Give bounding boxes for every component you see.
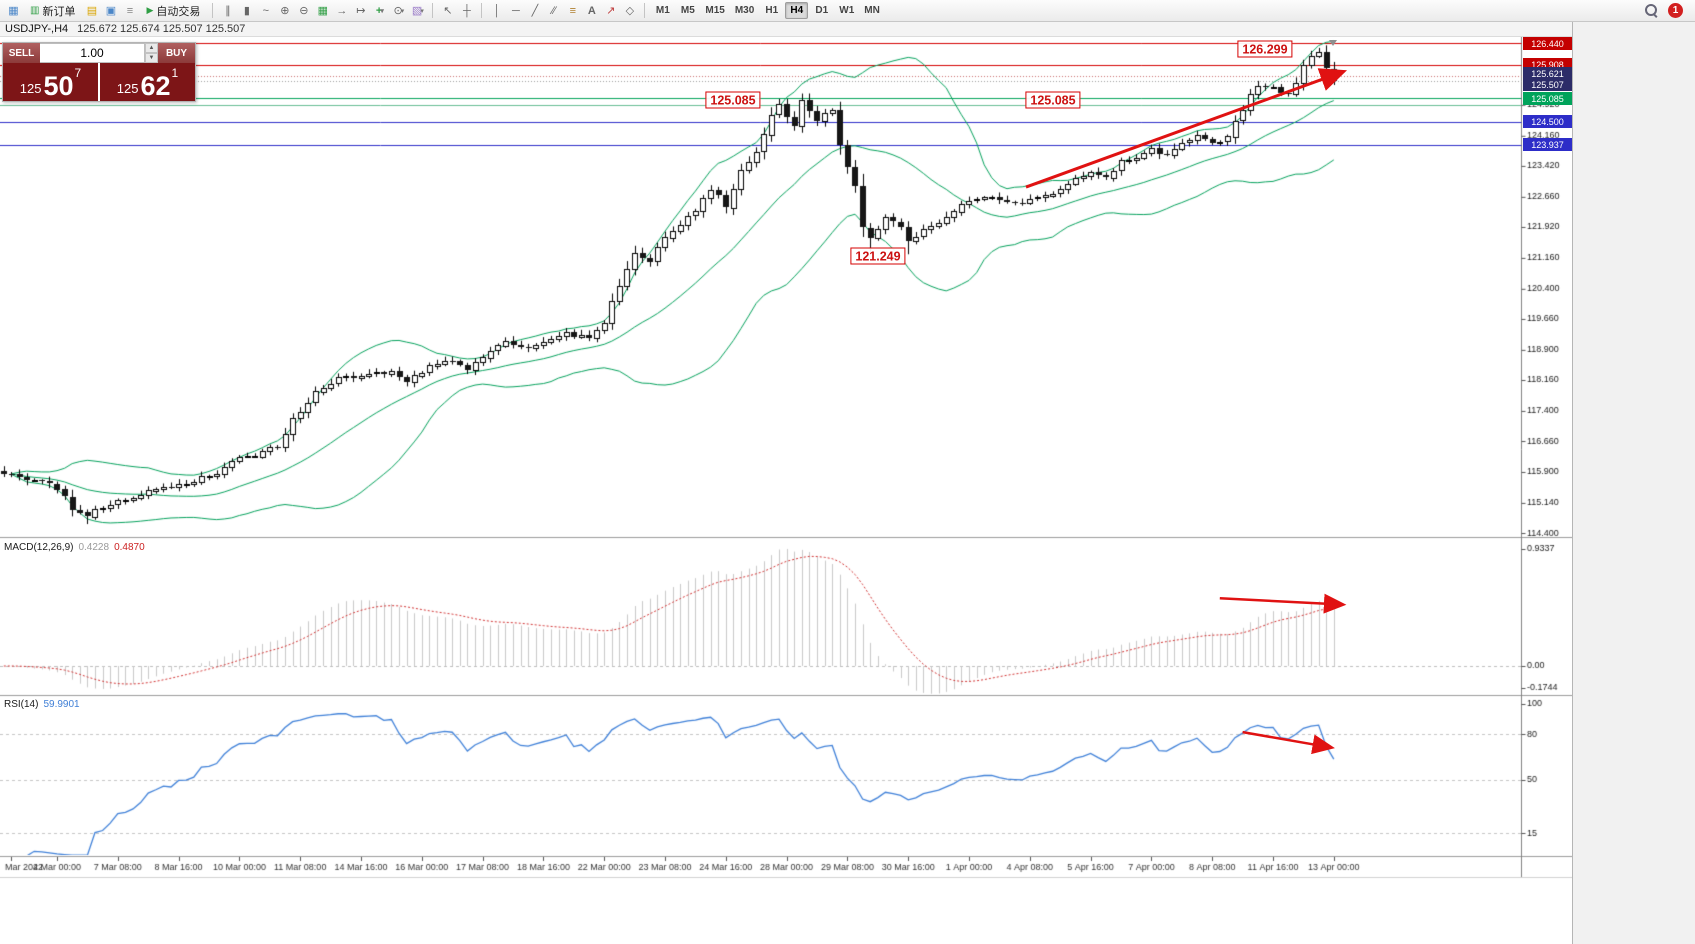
chart-titlebar: USDJPY-,H4 125.672 125.674 125.507 125.5… xyxy=(0,22,1572,37)
navigator-icon[interactable]: ≡ xyxy=(126,4,134,17)
candlestick-icon[interactable]: ▮ xyxy=(243,5,250,17)
volume-input[interactable]: 1.00 xyxy=(40,43,145,63)
sell-price-prefix: 125 xyxy=(19,81,42,96)
sell-price-sup: 7 xyxy=(74,66,82,80)
workspace-background xyxy=(1572,22,1695,944)
chart-window-icon[interactable]: ▦ xyxy=(8,5,19,17)
price-tag: 125.085 xyxy=(1523,92,1572,105)
toolbar: ▦ ▥ 新订单 ▤ ▣ ≡ ▶ 自动交易 ∥ ▮ ~ ⊕ ⊖ ▦ → ↦ + ▾ … xyxy=(0,0,1695,22)
tf-w1[interactable]: W1 xyxy=(839,5,855,16)
sell-price-big: 50 xyxy=(43,71,74,102)
buy-price-big: 62 xyxy=(140,71,171,102)
indicators-button[interactable]: + ▾ xyxy=(370,2,389,20)
auto-scroll-icon[interactable]: → xyxy=(336,4,348,17)
cursor-icon[interactable]: ↖ xyxy=(443,5,453,17)
price-callout[interactable]: 126.299 xyxy=(1237,40,1293,58)
toolbar-separator xyxy=(644,3,646,18)
profiles-icon[interactable]: ▤ xyxy=(86,5,98,17)
notification-badge[interactable]: 1 xyxy=(1668,3,1683,18)
templates-button[interactable]: ▧ ▾ xyxy=(408,2,427,20)
one-click-prices: 125 50 7 125 62 1 xyxy=(3,63,195,101)
price-tag: 123.937 xyxy=(1523,138,1572,151)
macd-signal-value: 0.4870 xyxy=(114,542,145,553)
toolbar-separator xyxy=(481,3,483,18)
dropdown-icon: ▾ xyxy=(420,7,424,15)
tf-m30[interactable]: M30 xyxy=(734,5,755,16)
trendline-icon[interactable]: ╱ xyxy=(531,5,539,17)
market-watch-icon[interactable]: ▣ xyxy=(105,5,117,17)
tf-d1[interactable]: D1 xyxy=(815,5,829,16)
tf-m5[interactable]: M5 xyxy=(680,5,695,16)
horizontal-line-icon[interactable]: ─ xyxy=(511,4,520,17)
buy-price-display[interactable]: 125 62 1 xyxy=(100,63,195,101)
new-order-icon: ▥ xyxy=(30,5,40,16)
sell-price-display[interactable]: 125 50 7 xyxy=(3,63,98,101)
shapes-icon[interactable]: ◇ xyxy=(625,5,635,17)
text-label-icon[interactable]: A xyxy=(587,4,596,17)
macd-label: MACD(12,26,9) 0.4228 0.4870 xyxy=(4,542,145,553)
dropdown-icon: ▾ xyxy=(380,7,384,15)
new-order-button[interactable]: ▥ 新订单 xyxy=(23,2,82,20)
chart-symbol-period: USDJPY-,H4 xyxy=(5,23,69,35)
tf-m1[interactable]: M1 xyxy=(655,5,670,16)
autotrading-icon: ▶ xyxy=(146,5,154,15)
chart-ohlc: 125.672 125.674 125.507 125.507 xyxy=(77,23,246,35)
price-tag: 125.507 xyxy=(1523,78,1572,91)
periods-button[interactable]: ⊙ ▾ xyxy=(389,2,408,20)
rsi-label: RSI(14) 59.9901 xyxy=(4,699,80,710)
macd-main-value: 0.4228 xyxy=(78,542,110,553)
price-tag: 125.621 xyxy=(1523,67,1572,80)
new-order-label: 新订单 xyxy=(42,5,76,18)
tf-h4[interactable]: H4 xyxy=(785,2,809,19)
price-callout[interactable]: 121.249 xyxy=(850,247,906,265)
indicators-icon: + xyxy=(375,4,383,17)
templates-icon: ▧ xyxy=(411,5,423,17)
rsi-name: RSI(14) xyxy=(4,699,39,710)
toolbar-right: 1 xyxy=(1645,3,1691,18)
dropdown-icon: ▾ xyxy=(400,7,405,15)
buy-price-sup: 1 xyxy=(171,66,179,80)
tf-m15[interactable]: M15 xyxy=(705,5,725,16)
zoom-out-icon[interactable]: ⊖ xyxy=(299,5,309,17)
price-tag: 126.440 xyxy=(1523,37,1572,50)
volume-up-button[interactable]: ▲ xyxy=(145,43,158,53)
tf-mn[interactable]: MN xyxy=(864,5,880,16)
one-click-controls: SELL 1.00 ▲ ▼ BUY xyxy=(3,43,195,63)
fibonacci-icon[interactable]: ≡ xyxy=(569,4,577,17)
toolbar-separator xyxy=(432,3,434,18)
price-tag: 124.500 xyxy=(1523,115,1572,128)
chart-shift-icon[interactable]: ↦ xyxy=(356,5,366,17)
tile-windows-icon[interactable]: ▦ xyxy=(317,5,329,17)
macd-name: MACD(12,26,9) xyxy=(4,542,74,553)
price-callout[interactable]: 125.085 xyxy=(705,91,761,109)
periods-icon: ⊙ xyxy=(393,5,403,17)
autotrading-label: 自动交易 xyxy=(156,5,201,18)
one-click-trading-panel: SELL 1.00 ▲ ▼ BUY 125 50 7 125 62 1 xyxy=(2,42,196,102)
crosshair-icon[interactable]: ┼ xyxy=(462,4,471,17)
zoom-in-icon[interactable]: ⊕ xyxy=(280,5,290,17)
arrows-icon[interactable]: ↗ xyxy=(606,5,616,17)
buy-price-prefix: 125 xyxy=(116,81,139,96)
channel-icon[interactable]: ∕∕ xyxy=(552,4,556,17)
tf-h1[interactable]: H1 xyxy=(765,5,779,16)
vertical-line-icon[interactable]: │ xyxy=(493,4,501,17)
volume-stepper: ▲ ▼ xyxy=(145,43,158,63)
bar-chart-icon[interactable]: ∥ xyxy=(225,5,231,17)
price-callout[interactable]: 125.085 xyxy=(1025,91,1081,109)
line-chart-icon[interactable]: ~ xyxy=(262,4,270,17)
sell-button[interactable]: SELL xyxy=(3,43,40,63)
volume-down-button[interactable]: ▼ xyxy=(145,53,158,63)
autotrading-button[interactable]: ▶ 自动交易 xyxy=(139,2,207,20)
buy-button[interactable]: BUY xyxy=(158,43,195,63)
search-icon[interactable] xyxy=(1645,4,1658,17)
toolbar-separator xyxy=(212,3,214,18)
chart-shift-marker[interactable] xyxy=(1329,40,1337,46)
rsi-value: 59.9901 xyxy=(43,699,80,710)
